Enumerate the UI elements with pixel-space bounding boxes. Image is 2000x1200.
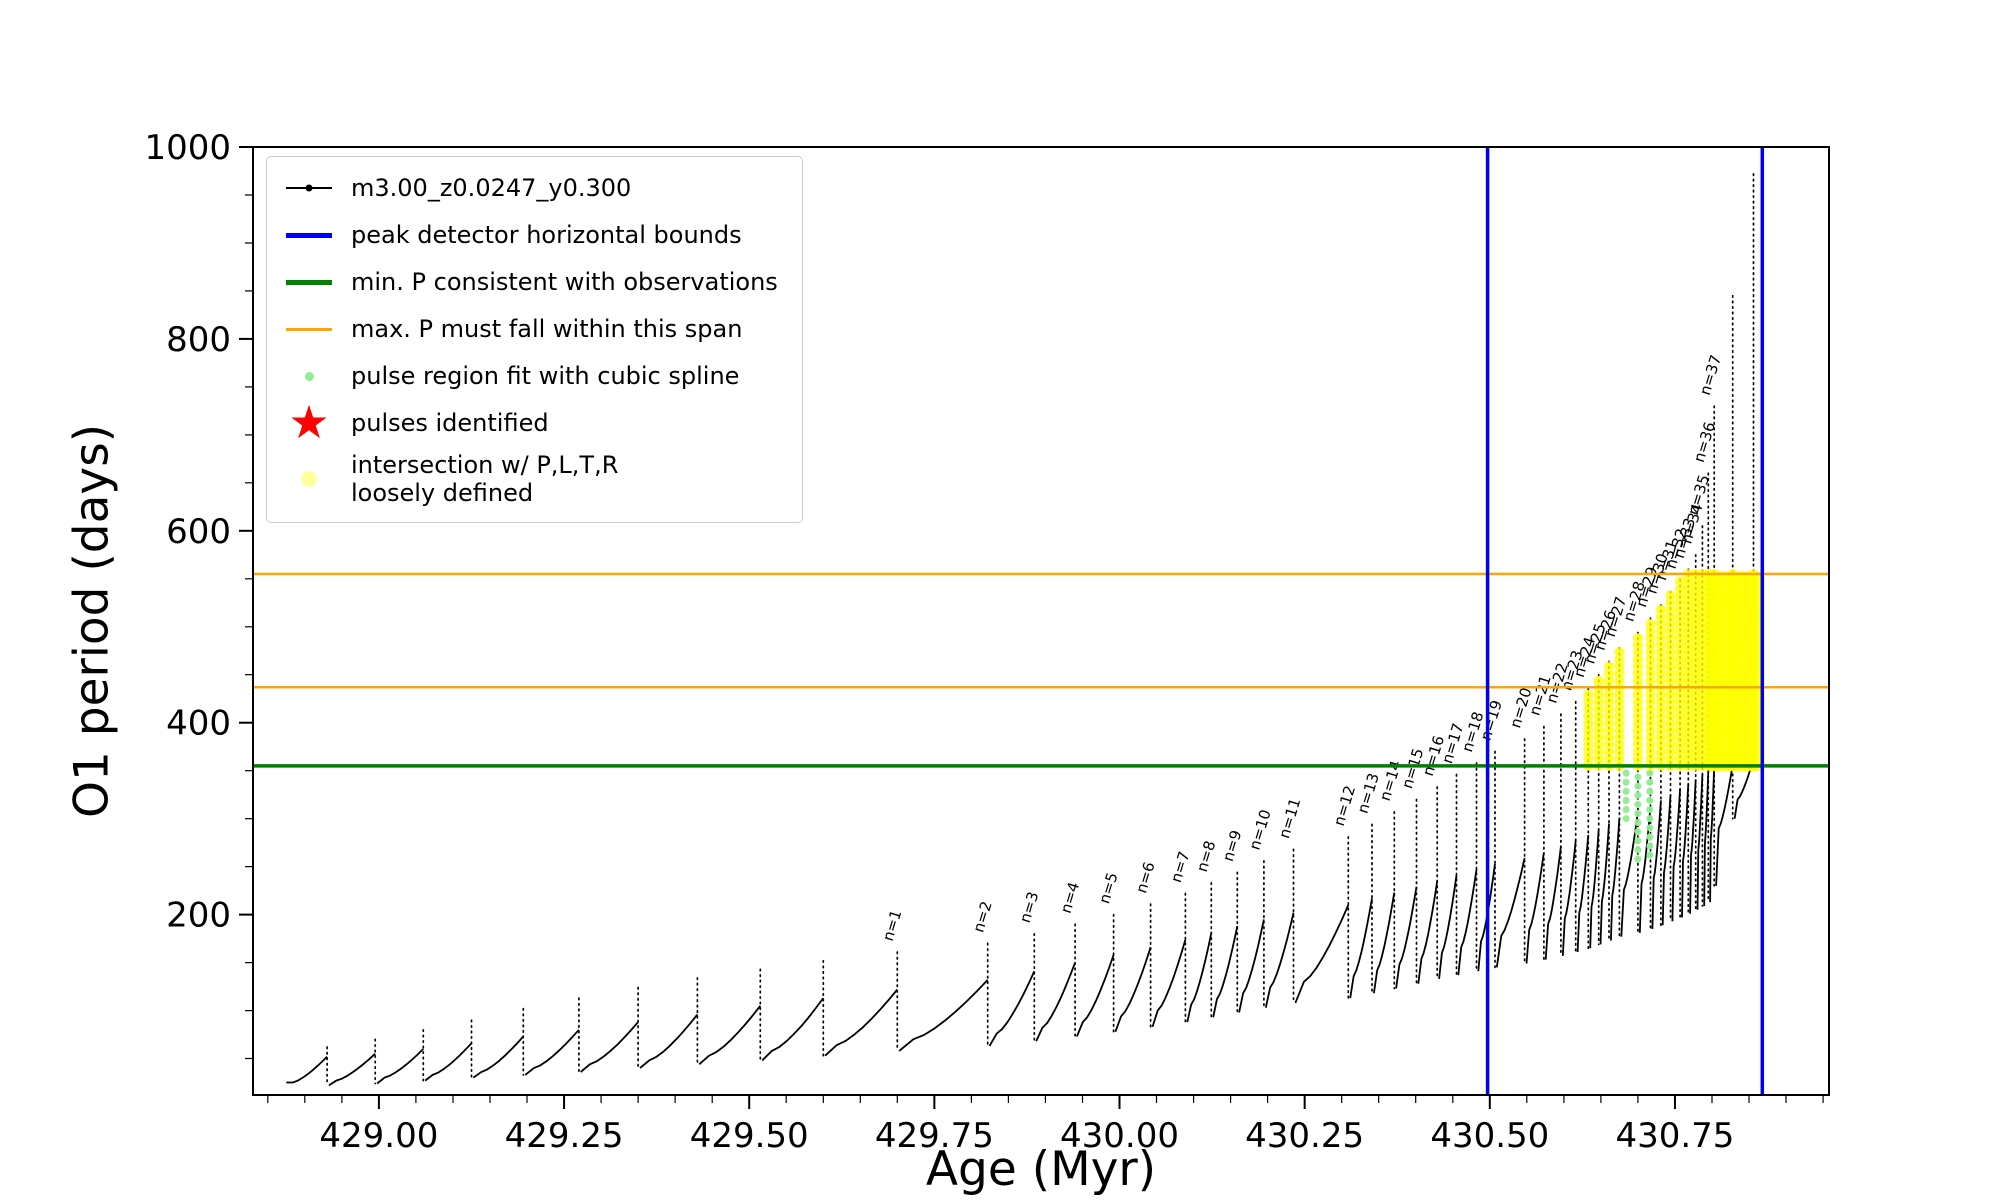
legend-label: max. P must fall within this span — [351, 314, 743, 343]
y-tick-label: 200 — [166, 896, 231, 936]
legend-item-peak-detector-bounds: peak detector horizontal bounds — [281, 216, 778, 254]
x-tick-label: 429.75 — [875, 1116, 994, 1156]
sample-line-icon — [281, 169, 337, 207]
legend-item-pulse-region-fit: pulse region fit with cubic spline — [281, 357, 778, 395]
axes-frame — [252, 146, 1830, 1096]
pulse-label: n=2 — [969, 899, 995, 935]
x-axis-label: Age (Myr) — [925, 1142, 1157, 1197]
pulse-label: n=9 — [1219, 828, 1245, 864]
y-tick-label: 800 — [166, 320, 231, 360]
green-dot-icon — [281, 357, 337, 395]
y-axis-label: O1 period (days) — [64, 423, 120, 819]
blue-line-icon — [281, 216, 337, 254]
y-tick-label: 600 — [166, 512, 231, 552]
y-tick-label: 400 — [166, 704, 231, 744]
x-tick-label: 430.00 — [1060, 1116, 1179, 1156]
y-tick-label: 1000 — [144, 128, 231, 168]
period-track — [286, 758, 1755, 1087]
pulse-label: n=10 — [1246, 807, 1275, 852]
red-star-icon: ★ — [288, 395, 330, 450]
pulse-label: n=3 — [1016, 889, 1042, 925]
orange-line-icon — [281, 310, 337, 348]
x-tick-label: 430.25 — [1245, 1116, 1364, 1156]
legend-label: peak detector horizontal bounds — [351, 220, 742, 249]
pulse-label: n=19 — [1477, 698, 1506, 743]
pulse-label: n=7 — [1167, 849, 1193, 885]
yellow-dot-icon — [281, 460, 337, 498]
legend-item-intersection: intersection w/ P,L,T,R loosely defined — [281, 451, 778, 508]
x-tick-label: 430.75 — [1615, 1116, 1734, 1156]
pulse-label: n=4 — [1057, 880, 1083, 916]
pulse-label: n=5 — [1095, 870, 1121, 906]
x-tick-label: 429.00 — [319, 1116, 438, 1156]
pulse-label: n=6 — [1132, 860, 1158, 896]
legend-label: pulses identified — [351, 408, 549, 437]
pulse-label: n=11 — [1275, 796, 1304, 841]
x-tick-label: 429.50 — [690, 1116, 809, 1156]
x-tick-label: 429.25 — [505, 1116, 624, 1156]
x-tick-label: 430.50 — [1430, 1116, 1549, 1156]
legend-item-min-p: min. P consistent with observations — [281, 263, 778, 301]
legend: m3.00_z0.0247_y0.300 peak detector horiz… — [266, 156, 803, 523]
legend-label: min. P consistent with observations — [351, 267, 778, 296]
legend-label: m3.00_z0.0247_y0.300 — [351, 173, 632, 202]
pulse-label: n=1 — [879, 908, 905, 944]
pulse-label: n=37 — [1696, 353, 1725, 398]
legend-item-track: m3.00_z0.0247_y0.300 — [281, 169, 778, 207]
legend-label: intersection w/ P,L,T,R loosely defined — [351, 451, 619, 508]
legend-label: pulse region fit with cubic spline — [351, 361, 740, 390]
legend-item-max-p-span: max. P must fall within this span — [281, 310, 778, 348]
pulse-label: n=8 — [1193, 839, 1219, 875]
green-line-icon — [281, 263, 337, 301]
legend-item-pulses-identified: ★ pulses identified — [281, 395, 778, 450]
